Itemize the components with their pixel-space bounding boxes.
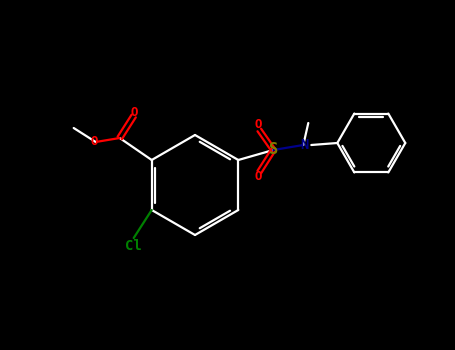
Text: O: O — [131, 105, 138, 119]
Text: O: O — [254, 119, 262, 132]
Text: O: O — [91, 134, 98, 147]
Text: N: N — [300, 138, 308, 152]
Text: S: S — [269, 142, 278, 158]
Text: O: O — [254, 170, 262, 183]
Text: Cl: Cl — [125, 239, 142, 253]
